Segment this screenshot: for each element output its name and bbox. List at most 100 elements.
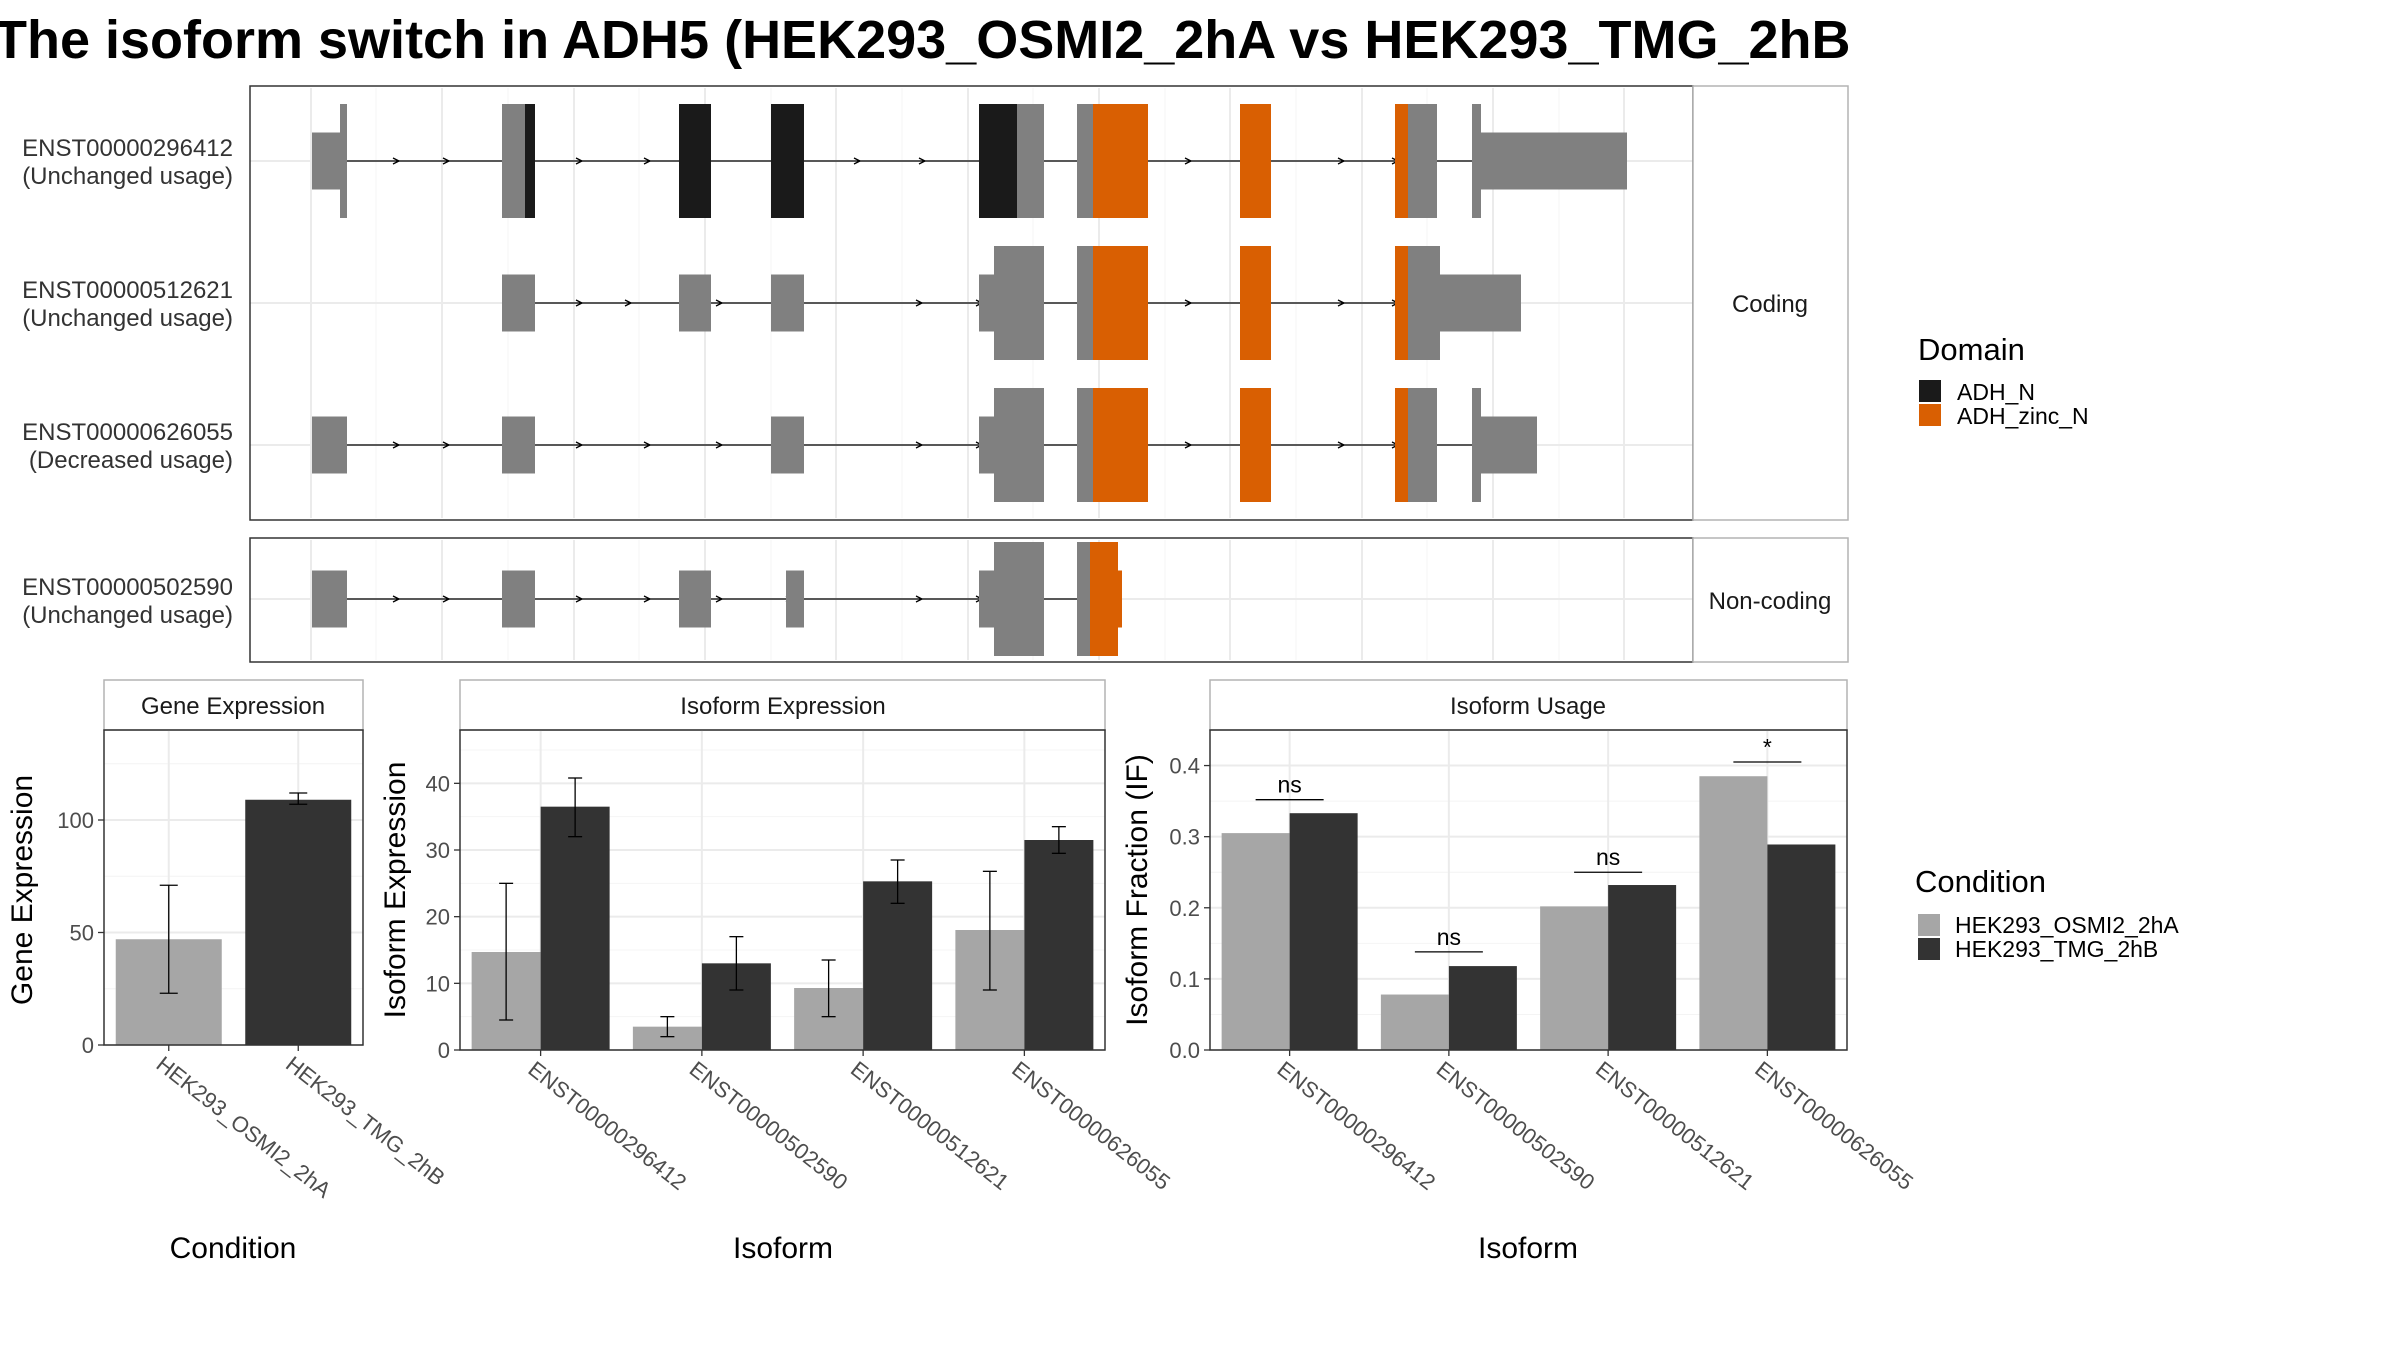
bar [863,881,933,1050]
transcript-structure-panel: Coding Non-coding ENST00000296412 (Uncha… [22,85,1849,663]
x-tick-label: ENST00000502590 [685,1056,853,1195]
bar [1699,776,1768,1050]
domain-legend-key-adh-n [1919,380,1941,402]
x-tick-label: ENST00000296412 [1273,1056,1441,1195]
coding-exon [1077,246,1093,360]
intron-arrow [1184,299,1193,307]
panel-strip [1209,679,1848,731]
coding-exon [1472,104,1481,218]
domain-adh-zinc-n [1093,104,1148,218]
strip-noncoding-label: Non-coding [1709,588,1832,615]
domain-adh-zinc-n [1090,542,1118,656]
y-tick-label: 50 [70,921,94,946]
x-tick-label: ENST00000296412 [524,1056,692,1195]
intron-arrow [1184,157,1193,165]
condition-legend: Condition HEK293_OSMI2_2hA HEK293_TMG_2h… [1915,864,2179,962]
domain-adh-zinc-n [1240,388,1271,502]
coding-strip [1692,85,1849,521]
domain-adh-zinc-n [1093,246,1148,360]
bar [1767,844,1836,1050]
x-axis-title: Isoform [733,1232,833,1265]
domain-adh-zinc-n [1118,570,1122,628]
intron-arrow [918,157,927,165]
x-tick-label: ENST00000626055 [1007,1056,1175,1195]
intron-arrow [915,595,924,603]
domain-adh-zinc-n [1395,388,1408,502]
panel-title: Gene Expression [141,693,325,720]
domain-adh-zinc-n [1395,104,1408,218]
noncoding-exon [994,542,1044,656]
isoform-expression-panel: Isoform Expression Isoform Expression Is… [379,679,1175,1265]
intron-arrow [643,441,652,449]
y-axis-title: Isoform Expression [379,762,412,1019]
y-tick-label: 30 [426,838,450,863]
domain-legend-label: ADH_zinc_N [1957,403,2089,429]
condition-legend-label: HEK293_TMG_2hB [1955,936,2158,962]
utr-exon [502,274,535,332]
bar [245,799,352,1045]
utr-exon [979,416,994,474]
domain-adh-zinc-n [1240,246,1271,360]
significance-label: ns [1437,924,1461,950]
y-tick-label: 0.4 [1169,754,1200,779]
panel-frame [459,729,1106,1051]
intron-arrow [715,595,724,603]
x-tick-label: ENST00000502590 [1432,1056,1600,1195]
panel-strip [103,679,364,731]
domain-adh-n [525,104,535,218]
utr-exon [1440,274,1521,332]
domain-adh-zinc-n [1395,246,1408,360]
bar [1221,833,1290,1050]
domain-adh-n [679,104,711,218]
transcript-usage-label: (Unchanged usage) [22,163,233,190]
bar [632,1026,702,1050]
y-tick-label: 0.3 [1169,825,1200,850]
x-tick-label: ENST00000512621 [846,1056,1014,1195]
coding-exon [1077,104,1093,218]
utr-exon [679,570,711,628]
coding-exon [1472,388,1481,502]
utr-exon [502,570,535,628]
y-tick-label: 20 [426,905,450,930]
significance-label: * [1763,734,1772,760]
domain-legend-label: ADH_N [1957,379,2035,405]
domain-legend-key-adh-zinc-n [1919,404,1941,426]
intron-arrow [392,441,401,449]
condition-legend-key-b [1918,938,1940,960]
utr-exon [1481,132,1627,190]
coding-exon [1077,388,1093,502]
x-axis-title: Condition [170,1232,297,1265]
intron-arrow [853,157,862,165]
utr-exon [502,416,535,474]
transcript-id-label: ENST00000626055 [22,419,233,446]
condition-legend-label: HEK293_OSMI2_2hA [1955,912,2179,938]
utr-exon [786,570,804,628]
intron-arrow [392,157,401,165]
intron-arrow [392,595,401,603]
bar [1289,813,1358,1050]
panel-strip [459,679,1106,731]
x-tick-label: ENST00000512621 [1591,1056,1759,1195]
bar [1448,966,1517,1050]
utr-exon [679,274,711,332]
intron-arrow [715,299,724,307]
utr-exon [771,274,804,332]
panel-title: Isoform Expression [680,693,885,720]
y-tick-label: 10 [426,971,450,996]
transcript-id-label: ENST00000502590 [22,574,233,601]
coding-exon [502,104,525,218]
coding-exon [994,388,1044,502]
plot-title: The isoform switch in ADH5 (HEK293_OSMI2… [0,10,1851,70]
domain-legend: Domain ADH_N ADH_zinc_N [1918,332,2089,429]
domain-legend-title: Domain [1918,332,2025,367]
panel-frame [1209,729,1848,1051]
utr-exon [1481,416,1537,474]
y-tick-label: 40 [426,771,450,796]
intron-arrow [575,157,584,165]
panel-frame [103,729,364,1046]
condition-legend-title: Condition [1915,864,2046,899]
strip-coding-label: Coding [1732,291,1808,318]
intron-arrow [1184,441,1193,449]
coding-exon [1408,246,1440,360]
utr-exon [771,416,804,474]
